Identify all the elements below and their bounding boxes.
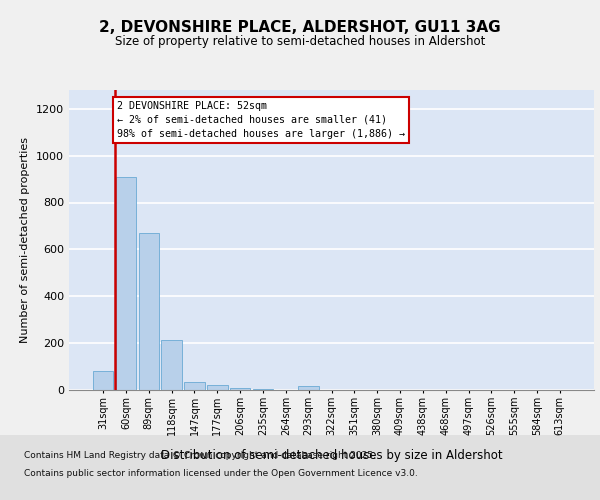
Bar: [207, 386, 227, 390]
Bar: [161, 340, 182, 390]
X-axis label: Distribution of semi-detached houses by size in Aldershot: Distribution of semi-detached houses by …: [161, 449, 502, 462]
Y-axis label: Number of semi-detached properties: Number of semi-detached properties: [20, 137, 31, 343]
Bar: [230, 388, 250, 390]
Bar: [93, 371, 113, 390]
Text: Contains HM Land Registry data © Crown copyright and database right 2025.: Contains HM Land Registry data © Crown c…: [24, 452, 376, 460]
Bar: [116, 176, 136, 390]
Bar: [184, 382, 205, 390]
Bar: [253, 389, 273, 390]
Bar: [139, 233, 159, 390]
Text: 2 DEVONSHIRE PLACE: 52sqm
← 2% of semi-detached houses are smaller (41)
98% of s: 2 DEVONSHIRE PLACE: 52sqm ← 2% of semi-d…: [117, 100, 405, 138]
Text: Contains public sector information licensed under the Open Government Licence v3: Contains public sector information licen…: [24, 470, 418, 478]
Text: Size of property relative to semi-detached houses in Aldershot: Size of property relative to semi-detach…: [115, 36, 485, 49]
Bar: [298, 386, 319, 390]
Text: 2, DEVONSHIRE PLACE, ALDERSHOT, GU11 3AG: 2, DEVONSHIRE PLACE, ALDERSHOT, GU11 3AG: [99, 20, 501, 35]
